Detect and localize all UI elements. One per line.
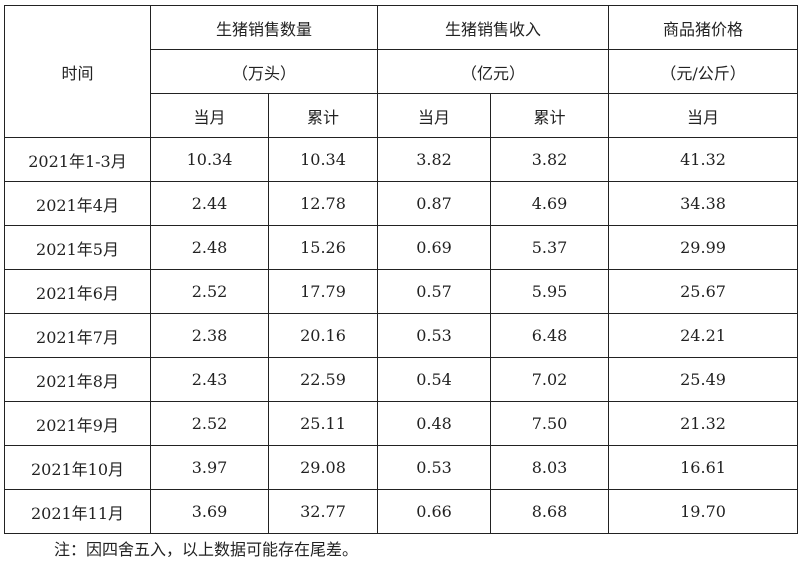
value-cell: 17.79 xyxy=(267,269,379,314)
time-cell: 2021年8月 xyxy=(4,357,151,402)
table-row: 2021年4月 2.44 12.78 0.87 4.69 34.38 xyxy=(4,181,799,226)
header-row-subheaders: 当月 累计 当月 累计 当月 xyxy=(5,93,799,138)
time-cell: 2021年1-3月 xyxy=(4,137,151,182)
value-cell: 2.44 xyxy=(150,181,269,226)
group-title-sales-volume: 生猪销售数量 xyxy=(149,5,379,50)
value-cell: 29.99 xyxy=(608,225,799,270)
table-row: 2021年5月 2.48 15.26 0.69 5.37 29.99 xyxy=(4,225,799,270)
footnote: 注：因四舍五入，以上数据可能存在尾差。 xyxy=(54,540,359,559)
value-cell: 16.61 xyxy=(608,445,799,490)
value-cell: 2.52 xyxy=(150,269,269,314)
table-row: 2021年1-3月 10.34 10.34 3.82 3.82 41.32 xyxy=(4,137,799,182)
value-cell: 3.69 xyxy=(150,489,269,534)
value-cell: 6.48 xyxy=(490,313,610,358)
value-cell: 34.38 xyxy=(608,181,799,226)
value-cell: 41.32 xyxy=(608,137,799,182)
group-unit-sales-volume: （万头） xyxy=(149,49,379,94)
header-row-titles: 时间 生猪销售数量 生猪销售收入 商品猪价格 xyxy=(4,5,799,138)
subheader: 累计 xyxy=(267,93,379,138)
value-cell: 3.97 xyxy=(150,445,269,490)
value-cell: 0.87 xyxy=(377,181,492,226)
value-cell: 19.70 xyxy=(608,489,799,534)
value-cell: 3.82 xyxy=(377,137,492,182)
pig-sales-table: 时间 生猪销售数量 生猪销售收入 商品猪价格 （万头） （亿元） （元/公斤） … xyxy=(4,5,799,534)
value-cell: 0.53 xyxy=(377,313,492,358)
subheader: 当月 xyxy=(150,93,269,138)
value-cell: 20.16 xyxy=(267,313,379,358)
time-cell: 2021年10月 xyxy=(4,445,151,490)
value-cell: 21.32 xyxy=(608,401,799,446)
value-cell: 25.67 xyxy=(608,269,799,314)
value-cell: 2.48 xyxy=(150,225,269,270)
value-cell: 2.38 xyxy=(150,313,269,358)
time-cell: 2021年11月 xyxy=(4,489,151,534)
value-cell: 10.34 xyxy=(267,137,379,182)
value-cell: 24.21 xyxy=(608,313,799,358)
value-cell: 4.69 xyxy=(490,181,610,226)
value-cell: 22.59 xyxy=(267,357,379,402)
group-title-price: 商品猪价格 xyxy=(608,5,799,50)
table-row: 2021年8月 2.43 22.59 0.54 7.02 25.49 xyxy=(4,357,799,402)
time-cell: 2021年6月 xyxy=(4,269,151,314)
subheader: 当月 xyxy=(608,93,799,138)
value-cell: 7.50 xyxy=(490,401,610,446)
value-cell: 12.78 xyxy=(267,181,379,226)
value-cell: 2.52 xyxy=(150,401,269,446)
group-unit-price: （元/公斤） xyxy=(608,49,799,94)
value-cell: 32.77 xyxy=(267,489,379,534)
value-cell: 0.57 xyxy=(377,269,492,314)
time-cell: 2021年9月 xyxy=(4,401,151,446)
value-cell: 10.34 xyxy=(150,137,269,182)
table-row: 2021年6月 2.52 17.79 0.57 5.95 25.67 xyxy=(4,269,799,314)
table-row: 2021年9月 2.52 25.11 0.48 7.50 21.32 xyxy=(4,401,799,446)
value-cell: 29.08 xyxy=(267,445,379,490)
value-cell: 5.95 xyxy=(490,269,610,314)
group-title-sales-revenue: 生猪销售收入 xyxy=(377,5,610,50)
value-cell: 3.82 xyxy=(490,137,610,182)
subheader: 累计 xyxy=(490,93,610,138)
table-row: 2021年10月 3.97 29.08 0.53 8.03 16.61 xyxy=(4,445,799,490)
value-cell: 15.26 xyxy=(267,225,379,270)
group-unit-sales-revenue: （亿元） xyxy=(377,49,610,94)
time-cell: 2021年5月 xyxy=(4,225,151,270)
value-cell: 0.69 xyxy=(377,225,492,270)
time-cell: 2021年4月 xyxy=(4,181,151,226)
value-cell: 0.48 xyxy=(377,401,492,446)
value-cell: 25.11 xyxy=(267,401,379,446)
value-cell: 8.03 xyxy=(490,445,610,490)
time-header: 时间 xyxy=(4,5,151,138)
time-cell: 2021年7月 xyxy=(4,313,151,358)
value-cell: 0.54 xyxy=(377,357,492,402)
value-cell: 8.68 xyxy=(490,489,610,534)
table-row: 2021年7月 2.38 20.16 0.53 6.48 24.21 xyxy=(4,313,799,358)
value-cell: 2.43 xyxy=(150,357,269,402)
value-cell: 0.66 xyxy=(377,489,492,534)
value-cell: 25.49 xyxy=(608,357,799,402)
value-cell: 5.37 xyxy=(490,225,610,270)
value-cell: 7.02 xyxy=(490,357,610,402)
subheader: 当月 xyxy=(377,93,492,138)
header-row-units: （万头） （亿元） （元/公斤） xyxy=(5,49,799,94)
table-row: 2021年11月 3.69 32.77 0.66 8.68 19.70 xyxy=(4,489,799,534)
value-cell: 0.53 xyxy=(377,445,492,490)
